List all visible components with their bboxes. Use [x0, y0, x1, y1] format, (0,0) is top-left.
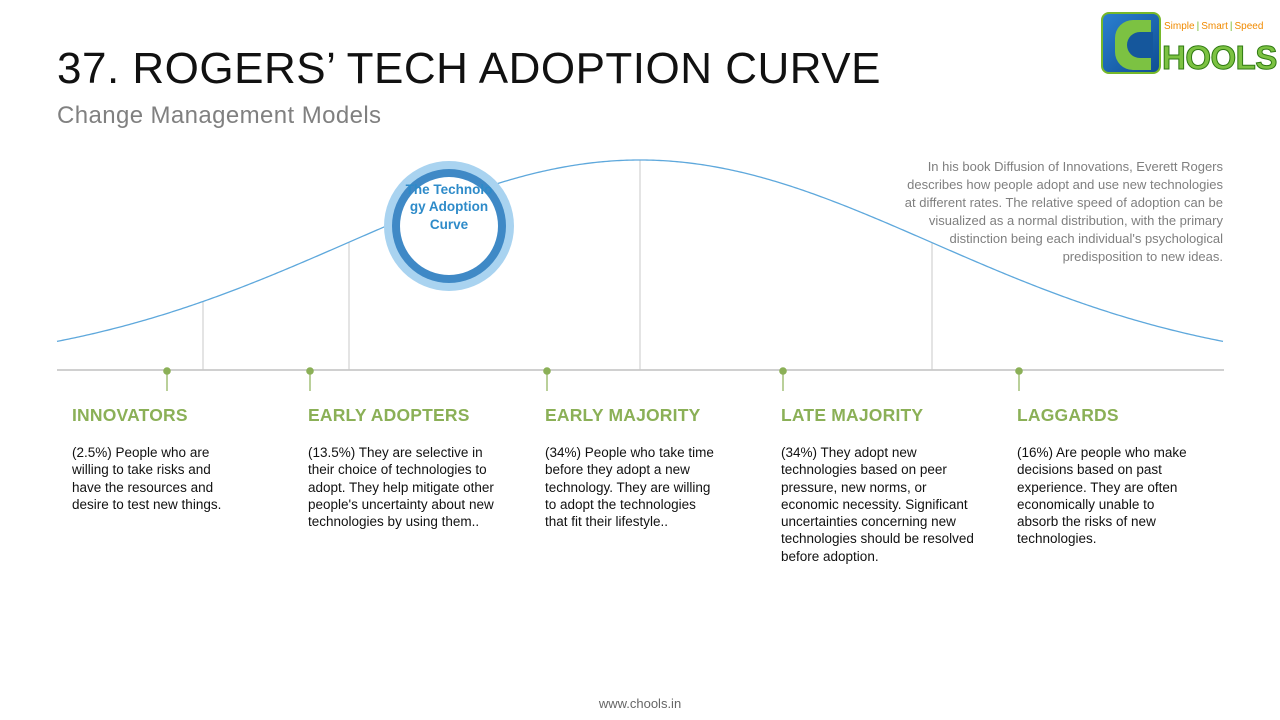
logo-tag-separator-1: |	[1196, 21, 1200, 32]
badge-label: The Technology Adoption Curve	[405, 182, 493, 232]
stage-title: EARLY ADOPTERS	[308, 405, 470, 425]
stage-title: EARLY MAJORITY	[545, 405, 701, 425]
marker-innovators	[163, 367, 171, 391]
marker-late-majority	[779, 367, 787, 391]
curve-title-badge: The Technology Adoption Curve	[384, 161, 514, 291]
logo-tag-smart: Smart	[1201, 21, 1228, 32]
stage-description: (34%) They adopt new technologies based …	[781, 445, 974, 564]
marker-early-adopters	[306, 367, 314, 391]
marker-early-majority	[543, 367, 551, 391]
stage-description: (13.5%) They are selective in their choi…	[308, 445, 494, 530]
page-title: 37. ROGERS’ TECH ADOPTION CURVE	[57, 44, 881, 93]
logo-wordmark: HOOLS	[1162, 39, 1278, 77]
logo-c-inner	[1127, 32, 1153, 58]
description-text: In his book Diffusion of Innovations, Ev…	[904, 159, 1223, 264]
badge-inner	[400, 177, 498, 275]
logo-tagline: Simple | Smart | Speed	[1164, 21, 1263, 32]
footer-url: www.chools.in	[598, 696, 682, 711]
stage-early-majority: EARLY MAJORITY (34%) People who take tim…	[545, 405, 745, 530]
stage-description: (34%) People who take time before they a…	[545, 445, 714, 530]
stage-description: (2.5%) People who are willing to take ri…	[72, 445, 222, 512]
chools-logo: Simple | Smart | Speed HOOLS	[1099, 10, 1278, 78]
stage-title: LATE MAJORITY	[781, 405, 924, 425]
logo-tag-speed: Speed	[1234, 21, 1264, 32]
stage-early-adopters: EARLY ADOPTERS (13.5%) They are selectiv…	[308, 405, 508, 530]
stage-laggards: LAGGARDS (16%) Are people who make decis…	[1017, 405, 1217, 548]
stage-innovators: INNOVATORS (2.5%) People who are willing…	[72, 405, 272, 513]
logo-tag-simple: Simple	[1164, 21, 1195, 32]
stage-description: (16%) Are people who make decisions base…	[1017, 445, 1187, 547]
logo-tag-separator-2: |	[1229, 21, 1233, 32]
stage-title: INNOVATORS	[72, 405, 188, 425]
stage-title: LAGGARDS	[1017, 405, 1119, 425]
marker-laggards	[1015, 367, 1023, 391]
bell-curve	[56, 159, 1224, 343]
page-subtitle: Change Management Models	[57, 102, 382, 129]
stage-late-majority: LATE MAJORITY (34%) They adopt new techn…	[781, 405, 981, 565]
